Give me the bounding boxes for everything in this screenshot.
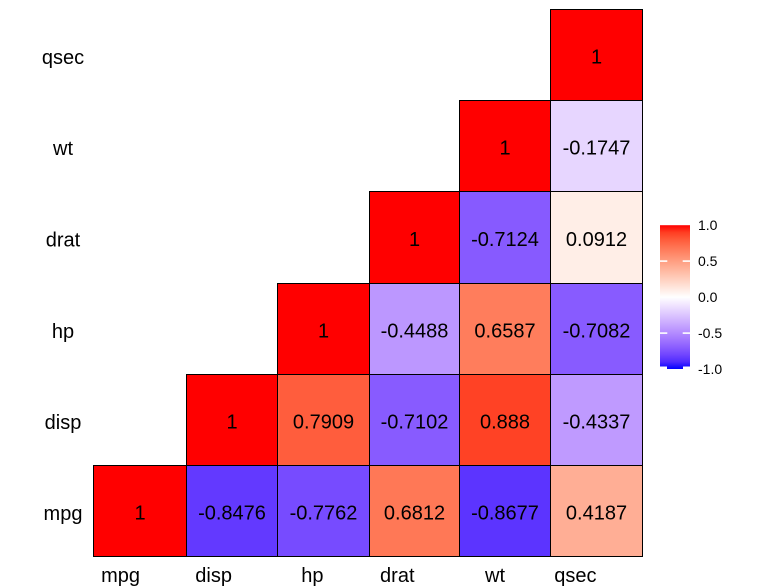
- svg-text:0.0912: 0.0912: [566, 229, 627, 251]
- svg-text:1.0: 1.0: [698, 217, 718, 233]
- svg-text:0.6812: 0.6812: [384, 503, 445, 525]
- svg-text:1: 1: [134, 503, 145, 525]
- svg-text:-0.7124: -0.7124: [471, 229, 539, 251]
- svg-text:-0.7762: -0.7762: [290, 503, 358, 525]
- svg-text:-0.7102: -0.7102: [381, 412, 449, 434]
- svg-text:-0.8677: -0.8677: [471, 503, 539, 525]
- svg-text:wt: wt: [52, 138, 73, 160]
- svg-text:drat: drat: [380, 565, 415, 586]
- svg-text:0.7909: 0.7909: [293, 412, 354, 434]
- svg-text:disp: disp: [195, 565, 232, 586]
- svg-text:qsec: qsec: [554, 565, 596, 586]
- svg-text:-0.8476: -0.8476: [198, 503, 266, 525]
- svg-text:drat: drat: [46, 230, 81, 252]
- svg-text:hp: hp: [301, 565, 323, 586]
- svg-text:mpg: mpg: [101, 565, 140, 586]
- svg-text:-1.0: -1.0: [698, 361, 722, 377]
- svg-text:0.888: 0.888: [480, 412, 530, 434]
- svg-text:1: 1: [409, 229, 420, 251]
- svg-text:0.5: 0.5: [698, 253, 718, 269]
- svg-text:1: 1: [591, 47, 602, 69]
- svg-text:0.4187: 0.4187: [566, 503, 627, 525]
- svg-text:mpg: mpg: [44, 503, 83, 525]
- svg-text:-0.4488: -0.4488: [381, 321, 449, 343]
- svg-text:1: 1: [318, 321, 329, 343]
- svg-text:-0.5: -0.5: [698, 325, 722, 341]
- svg-text:1: 1: [499, 138, 510, 160]
- svg-text:-0.1747: -0.1747: [563, 138, 631, 160]
- svg-text:qsec: qsec: [42, 47, 84, 69]
- svg-text:-0.4337: -0.4337: [563, 412, 631, 434]
- svg-text:1: 1: [226, 412, 237, 434]
- svg-text:disp: disp: [45, 412, 82, 434]
- svg-text:-0.7082: -0.7082: [563, 321, 631, 343]
- svg-text:0.6587: 0.6587: [474, 321, 535, 343]
- svg-text:wt: wt: [484, 565, 505, 586]
- svg-text:hp: hp: [52, 321, 74, 343]
- svg-text:0.0: 0.0: [698, 289, 718, 305]
